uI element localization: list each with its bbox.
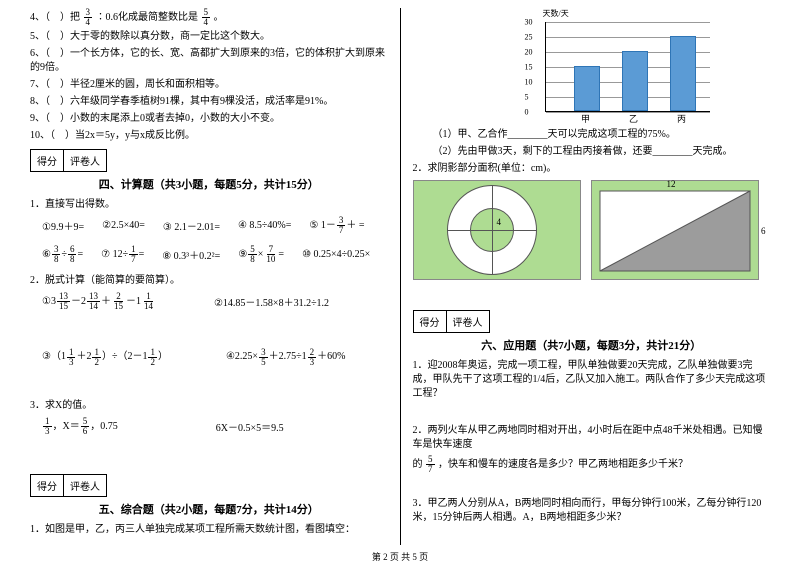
right-q2: （2）先由甲做3天，剩下的工程由丙接着做，还要________天完成。	[413, 145, 771, 159]
grader-label-6: 评卷人	[447, 310, 490, 333]
q10: 10、（ ）当2x＝5y，y与x成反比例。	[30, 129, 388, 143]
app-q2-prefix: 的	[413, 459, 423, 470]
eq-row-1: ①31315－21314＋215－1114 ②14.85－1.58×8＋31.2…	[42, 292, 388, 311]
calc-9: ⑨58×710=	[238, 245, 284, 264]
chart-ytitle: 天数/天	[543, 8, 569, 19]
chart-bar	[670, 36, 696, 111]
q5: 5、（ ）大于零的数除以真分数，商一定比这个数大。	[30, 30, 388, 44]
left-column: 4、（ ）把 34 ∶0.6化成最简整数比是 54 。 5、（ ）大于零的数除以…	[30, 8, 388, 545]
section-5-title: 五、综合题（共2小题，每题7分，共计14分）	[30, 501, 388, 517]
eq-1: ①31315－21314＋215－1114	[42, 292, 156, 311]
calc-4: ④ 8.5÷40%=	[238, 220, 291, 231]
right-q1: （1）甲、乙合作________天可以完成这项工程的75%。	[413, 128, 771, 142]
rect-dim-6: 6	[761, 226, 766, 236]
triangle-figure: 12 6	[591, 180, 759, 280]
chart-bar	[574, 66, 600, 111]
score-label: 得分	[30, 149, 64, 172]
calc-8: ⑧ 0.3³＋0.2²=	[162, 247, 220, 262]
solve-row: 13，X＝56，0.75 6X－0.5×5＝9.5	[42, 417, 388, 436]
frac-3-4: 34	[84, 8, 93, 27]
problem-2: 2．脱式计算（能简算的要简算）。	[30, 274, 388, 288]
app-q2b: 的 57 ，快车和慢车的速度各是多少？甲乙两地相距多少千米？	[413, 455, 771, 474]
score-box-sec6: 得分 评卷人	[413, 310, 771, 333]
score-box-sec5: 得分 评卷人	[30, 474, 388, 497]
eq-row-2: ③（113＋212）÷（2－112） ④2.25×35＋2.75÷123＋60%	[42, 347, 388, 366]
grader-label: 评卷人	[64, 149, 107, 172]
eq-2: ②14.85－1.58×8＋31.2÷1.2	[214, 294, 329, 309]
right-p2: 2．求阴影部分面积(单位：cm)。	[413, 162, 771, 176]
solve-1: 13，X＝56，0.75	[42, 417, 118, 436]
page-footer: 第 2 页 共 5 页	[0, 550, 800, 563]
calc-2: ②2.5×40=	[102, 220, 145, 231]
score-label-6: 得分	[413, 310, 447, 333]
calc-5: ⑤ 1－37＋ =	[309, 216, 364, 235]
chart-ylabel: 25	[525, 33, 533, 42]
calc-10: ⑩ 0.25×4÷0.25×	[302, 249, 370, 260]
rect-dim-12: 12	[667, 179, 676, 189]
chart-area	[545, 22, 710, 112]
q7: 7、（ ）半径2厘米的圆，周长和面积相等。	[30, 78, 388, 92]
calc-1: ①9.9＋9=	[42, 218, 84, 233]
q8: 8、（ ）六年级同学春季植树91棵，其中有9棵没活，成活率是91%。	[30, 95, 388, 109]
chart-xlabel: 甲	[581, 112, 590, 125]
shaded-figures: 4 12 6	[413, 180, 763, 280]
ring-vline	[492, 185, 493, 275]
section-4-title: 四、计算题（共3小题，每题5分，共计15分）	[30, 176, 388, 192]
chart-xlabel: 丙	[677, 112, 686, 125]
q6: 6、（ ）一个长方体，它的长、宽、高都扩大到原来的3倍，它的体积扩大到原来的9倍…	[30, 47, 388, 75]
chart-bar	[622, 51, 648, 111]
score-label-5: 得分	[30, 474, 64, 497]
q4-text-a: 4、（ ）把	[30, 12, 80, 23]
problem-3: 3．求X的值。	[30, 399, 388, 413]
calc-6: ⑥38÷68=	[42, 245, 83, 264]
score-box-sec4: 得分 评卷人	[30, 149, 388, 172]
calc-row-2: ⑥38÷68= ⑦ 12÷17= ⑧ 0.3³＋0.2²= ⑨58×710= ⑩…	[42, 245, 388, 264]
problem-5-1: 1．如图是甲，乙，丙三人单独完成某项工程所需天数统计图，看图填空：	[30, 523, 388, 537]
chart-ylabel: 15	[525, 63, 533, 72]
calc-row-1: ①9.9＋9= ②2.5×40= ③ 2.1－2.01= ④ 8.5÷40%= …	[42, 216, 388, 235]
right-column: 天数/天 0 5 10 15 20 25 30 甲 乙 丙 （1）甲、乙合作________天可以…	[413, 8, 771, 545]
frac-5-4: 54	[202, 8, 211, 27]
chart-ylabel: 20	[525, 48, 533, 57]
q9: 9、（ ）小数的末尾添上0或者去掉0，小数的大小不变。	[30, 112, 388, 126]
bar-chart: 天数/天 0 5 10 15 20 25 30 甲 乙 丙	[523, 8, 723, 123]
chart-ylabel: 10	[525, 78, 533, 87]
q4-text-c: 。	[214, 12, 224, 23]
chart-ylabel: 5	[525, 93, 529, 102]
problem-1: 1．直接写出得数。	[30, 198, 388, 212]
eq-4: ④2.25×35＋2.75÷123＋60%	[226, 347, 345, 366]
app-q2-suffix: ，快车和慢车的速度各是多少？甲乙两地相距多少千米？	[438, 459, 688, 470]
column-divider	[400, 8, 401, 545]
q4-text-b: ∶0.6化成最简整数比是	[96, 12, 199, 23]
solve-2: 6X－0.5×5＝9.5	[216, 419, 284, 434]
app-q1: 1．迎2008年奥运，完成一项工程，甲队单独做要20天完成，乙队单独做要3完成，…	[413, 359, 771, 401]
calc-3: ③ 2.1－2.01=	[163, 218, 220, 233]
grader-label-5: 评卷人	[64, 474, 107, 497]
q4: 4、（ ）把 34 ∶0.6化成最简整数比是 54 。	[30, 8, 388, 27]
calc-7: ⑦ 12÷17=	[101, 245, 144, 264]
app-q3: 3．甲乙两人分别从A，B两地同时相向而行，甲每分钟行100米，乙每分钟行120米…	[413, 497, 771, 525]
chart-xlabel: 乙	[629, 112, 638, 125]
chart-ylabel: 30	[525, 18, 533, 27]
ring-dim: 4	[497, 217, 502, 227]
triangle-svg	[592, 181, 760, 281]
section-6-title: 六、应用题（共7小题，每题3分，共计21分）	[413, 337, 771, 353]
eq-3: ③（113＋212）÷（2－112）	[42, 347, 168, 366]
frac-5-7: 57	[426, 455, 435, 474]
app-q2a: 2．两列火车从甲乙两地同时相对开出，4小时后在距中点48千米处相遇。已知慢车是快…	[413, 424, 771, 452]
chart-ylabel: 0	[525, 108, 529, 117]
